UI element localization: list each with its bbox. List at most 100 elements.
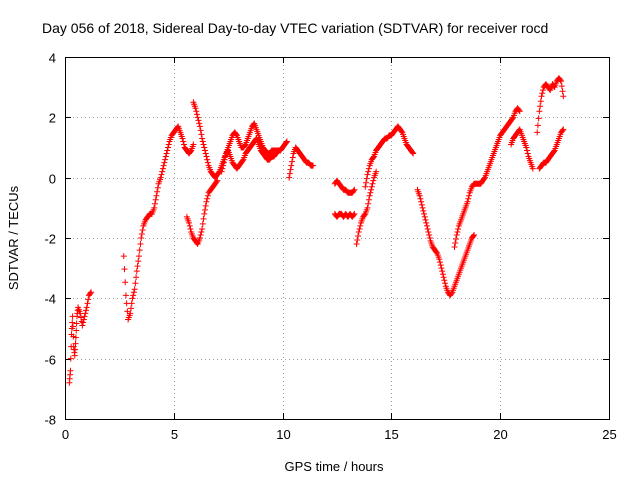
data-point xyxy=(289,154,296,161)
x-tick-label: 5 xyxy=(171,427,178,442)
data-point xyxy=(368,186,375,193)
data-point xyxy=(369,180,376,187)
data-point xyxy=(368,183,375,190)
data-point xyxy=(355,228,362,235)
data-point xyxy=(130,292,137,299)
data-point xyxy=(550,148,557,155)
y-tick-label: -8 xyxy=(44,413,56,428)
data-point xyxy=(534,129,541,136)
data-point xyxy=(121,266,128,273)
data-point xyxy=(199,138,206,145)
data-point xyxy=(419,204,426,211)
data-point xyxy=(72,334,79,341)
data-point xyxy=(80,319,87,326)
data-point xyxy=(197,127,204,134)
data-point xyxy=(425,228,432,235)
data-point xyxy=(538,93,545,100)
data-point xyxy=(130,289,137,296)
data-point xyxy=(195,117,202,124)
data-point xyxy=(464,198,471,205)
data-point xyxy=(423,222,430,229)
data-point xyxy=(192,105,199,112)
data-point xyxy=(187,148,194,155)
x-axis-ticks: 0 5 10 15 20 25 xyxy=(62,57,617,442)
data-point xyxy=(152,196,159,203)
data-points xyxy=(66,75,567,386)
data-point xyxy=(351,210,358,217)
data-point xyxy=(222,153,229,160)
data-point xyxy=(134,263,141,270)
data-point xyxy=(534,122,541,129)
data-point xyxy=(139,226,146,233)
data-point xyxy=(350,211,357,218)
data-point xyxy=(204,156,211,163)
x-tick-label: 0 xyxy=(62,427,69,442)
data-point xyxy=(186,219,193,226)
x-tick-label: 20 xyxy=(493,427,507,442)
data-point xyxy=(133,268,140,275)
data-point xyxy=(162,153,169,160)
data-point xyxy=(398,128,405,135)
data-point xyxy=(410,150,417,157)
data-point xyxy=(218,168,225,175)
data-point xyxy=(451,244,458,251)
data-point xyxy=(351,186,358,193)
data-point xyxy=(202,150,209,157)
data-point xyxy=(370,177,377,184)
data-point xyxy=(69,323,76,330)
data-point xyxy=(426,231,433,238)
data-point xyxy=(187,225,194,232)
data-point xyxy=(452,236,459,243)
data-point xyxy=(159,165,166,172)
data-point xyxy=(81,313,88,320)
data-point xyxy=(310,162,317,169)
data-point xyxy=(127,310,134,317)
data-point xyxy=(204,192,211,199)
data-point xyxy=(362,183,369,190)
data-point xyxy=(433,249,440,256)
y-tick-label: 0 xyxy=(49,172,56,187)
data-point xyxy=(159,168,166,175)
data-point xyxy=(154,188,161,195)
data-point xyxy=(436,259,443,266)
data-point xyxy=(250,121,257,128)
data-point xyxy=(201,147,208,154)
data-point xyxy=(138,235,145,241)
data-point xyxy=(438,265,445,272)
data-point xyxy=(174,124,181,131)
data-point xyxy=(122,279,129,286)
data-point xyxy=(163,150,170,157)
data-point xyxy=(516,127,523,134)
data-point xyxy=(365,196,372,203)
data-point xyxy=(128,300,135,307)
data-point xyxy=(366,192,373,199)
x-tick-label: 10 xyxy=(276,427,290,442)
data-point xyxy=(198,228,205,235)
data-point xyxy=(537,98,544,105)
data-point xyxy=(441,277,448,284)
data-point xyxy=(197,231,204,238)
data-point xyxy=(224,148,231,155)
data-point xyxy=(283,139,290,146)
data-point xyxy=(539,87,546,94)
data-point xyxy=(283,138,290,145)
data-point xyxy=(180,141,187,148)
data-point xyxy=(363,175,370,182)
data-point xyxy=(558,83,565,90)
data-point xyxy=(215,169,222,176)
data-point xyxy=(198,131,205,138)
data-point xyxy=(440,274,447,281)
data-point xyxy=(559,88,566,95)
data-point xyxy=(164,147,171,154)
data-point xyxy=(201,206,208,213)
data-point xyxy=(365,168,372,175)
y-tick-label: 2 xyxy=(49,111,56,126)
data-point xyxy=(196,120,203,127)
data-point xyxy=(83,307,90,314)
data-point xyxy=(83,304,90,311)
data-point xyxy=(200,215,207,222)
data-point xyxy=(516,108,523,115)
data-point xyxy=(120,253,127,260)
data-point xyxy=(151,204,158,211)
